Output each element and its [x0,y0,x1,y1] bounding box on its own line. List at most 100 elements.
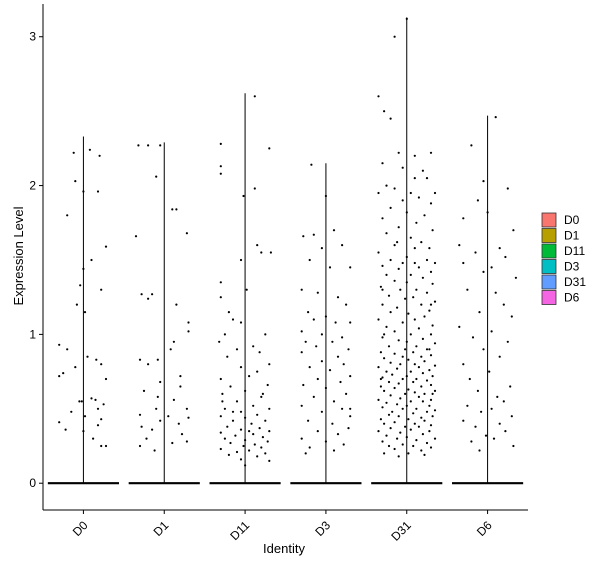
data-point [488,370,491,373]
data-point [328,369,332,372]
data-point [409,370,412,373]
data-point [312,233,315,236]
data-point [264,452,267,455]
data-point [256,413,259,416]
data-point [226,425,229,428]
data-point [155,407,158,410]
data-point [498,247,501,250]
data-point [331,340,334,343]
data-point [169,348,172,351]
data-point [512,444,515,448]
data-point [490,330,493,333]
data-point [140,425,143,428]
data-point [423,453,426,456]
data-point [260,395,263,398]
data-point [397,339,400,342]
data-point [245,288,248,291]
data-point [425,291,429,294]
data-point [147,144,150,147]
data-point [466,404,469,407]
data-point [510,415,513,418]
data-point [155,175,158,178]
data-point [307,311,310,314]
data-point [478,311,481,314]
data-point [431,229,434,232]
data-point [389,311,392,314]
data-point [308,446,311,449]
data-point [385,184,388,187]
data-point [415,221,418,224]
data-point [377,318,380,321]
data-point [94,398,97,401]
data-point [349,321,352,324]
data-point [300,288,303,291]
data-point [502,400,505,403]
data-point [239,428,243,431]
data-point [429,354,433,357]
data-point [462,363,465,366]
data-point [381,288,384,291]
data-point [393,35,396,38]
data-point [409,333,412,336]
data-point [179,385,182,388]
data-point [312,318,315,321]
data-point [219,281,222,284]
data-point [100,363,103,366]
data-point [229,385,232,388]
data-point [428,369,431,372]
data-point [253,95,256,98]
data-point [234,434,237,437]
data-point [413,363,416,366]
data-point [379,385,382,388]
data-point [417,266,420,269]
data-point [389,394,392,397]
data-point [393,352,396,355]
data-point [381,440,384,443]
data-point [104,444,108,448]
data-point [413,422,416,425]
data-point [429,398,433,401]
y-ticks: 0 1 2 3 [29,30,43,490]
data-point [512,229,515,232]
data-point [494,291,497,294]
data-point [90,258,93,262]
data-point [347,427,350,430]
data-point [404,425,407,428]
data-point [417,366,420,369]
data-point [470,144,473,147]
data-point [399,431,402,434]
data-point [231,318,235,321]
data-point [401,377,404,381]
data-point [509,385,512,388]
data-point [227,311,230,314]
data-point [385,273,388,276]
legend-label-D3: D3 [564,260,580,274]
data-point [496,395,499,398]
data-point [74,366,77,369]
data-point [425,177,429,180]
data-point [268,147,271,150]
y-tick-label: 0 [29,476,36,490]
data-point [421,169,424,172]
data-point [239,458,243,461]
data-point [248,449,251,452]
data-point [336,433,340,436]
y-axis-title: Expression Level [11,206,26,305]
data-point [412,296,415,299]
data-point [404,348,407,351]
data-point [431,415,434,418]
data-point [433,437,437,440]
data-point [429,151,433,154]
data-point [379,377,382,381]
data-point [412,412,415,415]
data-point [425,410,429,413]
data-point [379,418,382,421]
data-point [506,340,509,343]
data-point [433,342,437,345]
data-point [379,285,382,288]
data-point [328,266,332,269]
data-point [83,415,87,418]
